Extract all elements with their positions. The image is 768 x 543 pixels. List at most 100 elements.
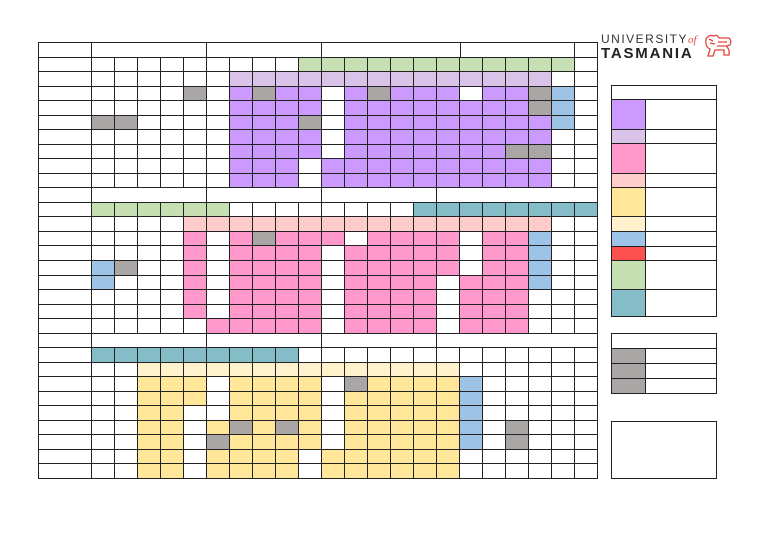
grid-cell <box>482 57 506 72</box>
grid-cell <box>390 376 414 392</box>
grid-cell <box>505 463 529 479</box>
row-label-cell <box>38 86 92 101</box>
grid-cell <box>413 405 437 421</box>
grid-cell <box>91 420 115 435</box>
grid-cell <box>436 57 460 72</box>
legend-swatch-blue <box>611 231 646 247</box>
grid-cell <box>183 158 207 174</box>
grid-cell <box>160 245 184 261</box>
grid-cell <box>344 347 368 363</box>
grid-cell <box>574 289 598 305</box>
grid-cell <box>505 275 529 290</box>
grid-cell <box>183 275 207 290</box>
grid-cell <box>321 449 345 464</box>
grid-cell <box>275 216 299 232</box>
header-cell <box>436 187 598 203</box>
grid-cell <box>252 173 276 188</box>
grid-cell <box>344 289 368 305</box>
grid-cell <box>183 391 207 406</box>
row-label-cell <box>38 463 92 479</box>
legend-label-cell <box>645 289 717 317</box>
grid-cell <box>482 129 506 145</box>
grid-cell <box>298 405 322 421</box>
grid-cell <box>229 275 253 290</box>
grid-cell <box>206 216 230 232</box>
grid-cell <box>551 434 575 450</box>
row-label-cell <box>38 173 92 188</box>
grid-cell <box>183 420 207 435</box>
grid-cell <box>137 202 161 217</box>
grid-cell <box>367 216 391 232</box>
grid-cell <box>459 231 483 246</box>
grid-cell <box>551 449 575 464</box>
grid-cell <box>551 86 575 101</box>
grid-cell <box>298 231 322 246</box>
grid-cell <box>551 216 575 232</box>
row-label-cell <box>38 57 92 72</box>
legend-label-cell <box>645 231 717 247</box>
grid-cell <box>528 216 552 232</box>
grid-cell <box>436 86 460 101</box>
grid-cell <box>413 347 437 363</box>
grid-cell <box>528 405 552 421</box>
grid-cell <box>206 434 230 450</box>
grid-cell <box>505 57 529 72</box>
grid-cell <box>160 449 184 464</box>
grid-cell <box>160 405 184 421</box>
grid-cell <box>183 347 207 363</box>
grid-cell <box>505 289 529 305</box>
legend-label-cell <box>645 187 717 217</box>
header-cell <box>321 333 437 348</box>
grid-cell <box>482 463 506 479</box>
grid-cell <box>137 158 161 174</box>
grid-cell <box>482 115 506 130</box>
row-label-cell <box>38 158 92 174</box>
grid-cell <box>137 231 161 246</box>
grid-cell <box>275 115 299 130</box>
grid-cell <box>91 144 115 159</box>
grid-cell <box>114 202 138 217</box>
header-cell <box>574 42 598 58</box>
grid-cell <box>436 129 460 145</box>
grid-cell <box>114 158 138 174</box>
grid-cell <box>574 420 598 435</box>
grid-cell <box>229 449 253 464</box>
grid-cell <box>574 434 598 450</box>
grid-cell <box>344 100 368 116</box>
grid-cell <box>114 318 138 334</box>
header-cell <box>206 187 322 203</box>
grid-cell <box>252 245 276 261</box>
grid-cell <box>275 362 299 377</box>
grid-cell <box>137 275 161 290</box>
grid-cell <box>390 449 414 464</box>
grid-cell <box>183 57 207 72</box>
logo-text-tasmania: TASMANIA <box>601 45 694 62</box>
grid-cell <box>390 420 414 435</box>
grid-cell <box>321 115 345 130</box>
grid-cell <box>206 420 230 435</box>
grid-cell <box>367 57 391 72</box>
row-label-cell <box>38 71 92 87</box>
grid-cell <box>574 304 598 319</box>
grid-cell <box>413 376 437 392</box>
grid-cell <box>367 144 391 159</box>
grid-cell <box>229 216 253 232</box>
grid-cell <box>574 129 598 145</box>
grid-cell <box>436 71 460 87</box>
grid-cell <box>413 391 437 406</box>
grid-cell <box>91 202 115 217</box>
grid-cell <box>436 376 460 392</box>
grid-cell <box>160 289 184 305</box>
legend-swatch-gray <box>611 378 646 394</box>
grid-cell <box>505 391 529 406</box>
grid-cell <box>275 449 299 464</box>
grid-cell <box>436 144 460 159</box>
grid-cell <box>275 202 299 217</box>
grid-cell <box>206 405 230 421</box>
grid-cell <box>321 57 345 72</box>
grid-cell <box>482 405 506 421</box>
grid-cell <box>482 362 506 377</box>
grid-cell <box>367 260 391 276</box>
grid-cell <box>275 100 299 116</box>
grid-cell <box>114 173 138 188</box>
